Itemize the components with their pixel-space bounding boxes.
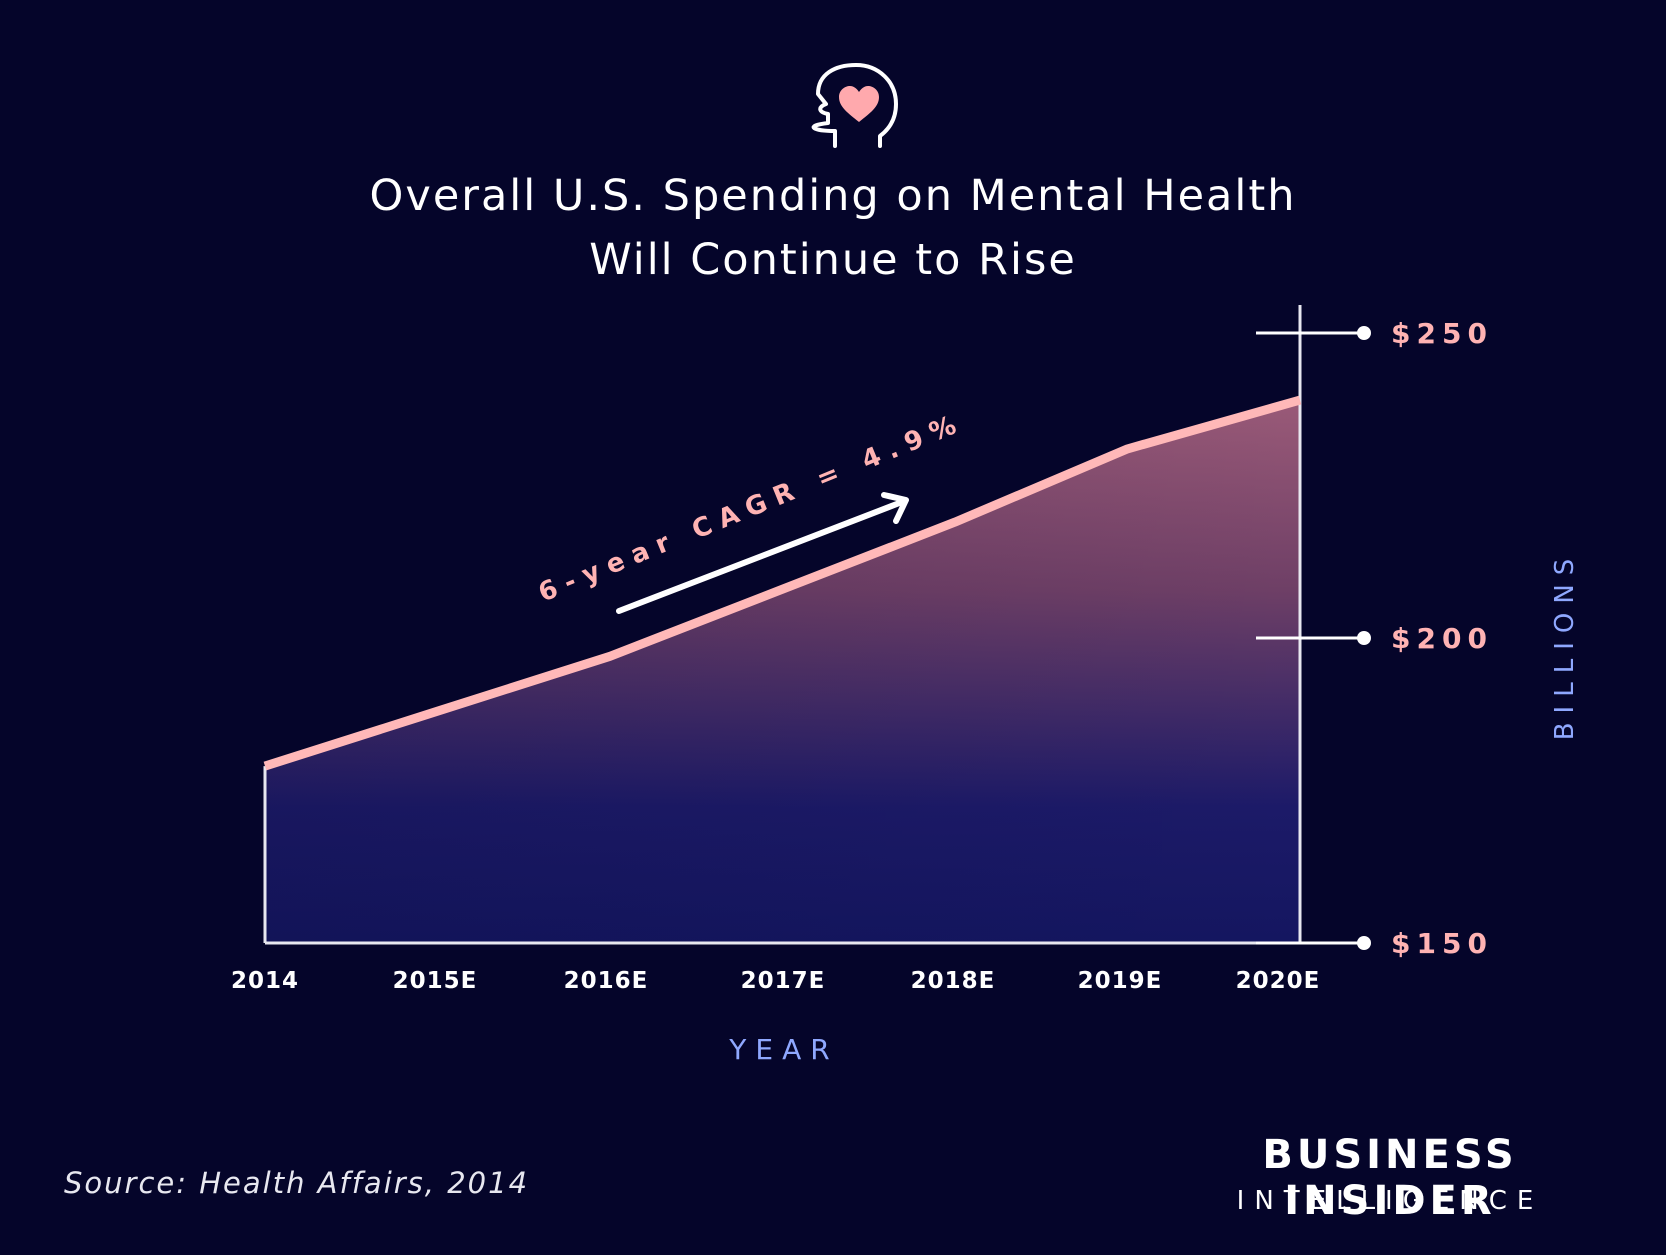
y-tick-dot xyxy=(1357,326,1371,340)
y-ticks: $150 $200 $250 xyxy=(1256,317,1493,960)
brand-name: BUSINESS INSIDER xyxy=(1262,1132,1518,1224)
x-tick-label: 2014 xyxy=(231,968,299,994)
brand-subtitle: INTELLIGENCE xyxy=(1236,1186,1544,1216)
area-shade xyxy=(265,400,1300,944)
y-tick-dot xyxy=(1357,936,1371,950)
chart-title-line-2: Will Continue to Rise xyxy=(589,235,1077,285)
y-tick-label: $200 xyxy=(1391,622,1493,655)
x-axis-title: YEAR xyxy=(728,1033,838,1066)
chart-title-line-1: Overall U.S. Spending on Mental Health xyxy=(369,171,1297,221)
y-tick-label: $250 xyxy=(1391,317,1493,350)
x-tick-label: 2018E xyxy=(911,968,996,994)
y-tick-dot xyxy=(1357,631,1371,645)
x-tick-label: 2020E xyxy=(1236,968,1321,994)
x-tick-label: 2015E xyxy=(393,968,478,994)
plot-area: $150$200$250 2014 2015E 2016E 2017E 2018E 201… xyxy=(231,305,1493,994)
cagr-arrow-icon xyxy=(616,492,909,614)
x-ticks: 2014 2015E 2016E 2017E 2018E 2019E 2020E xyxy=(231,968,1321,994)
source-note: Source: Health Affairs, 2014 xyxy=(64,1166,530,1200)
y-axis-title: BILLIONS xyxy=(1550,550,1580,741)
y-tick-label: $150 xyxy=(1391,927,1493,960)
x-tick-label: 2017E xyxy=(741,968,826,994)
x-tick-label: 2016E xyxy=(564,968,649,994)
x-tick-label: 2019E xyxy=(1078,968,1163,994)
head-heart-icon xyxy=(811,63,898,148)
series-line xyxy=(263,395,1302,771)
